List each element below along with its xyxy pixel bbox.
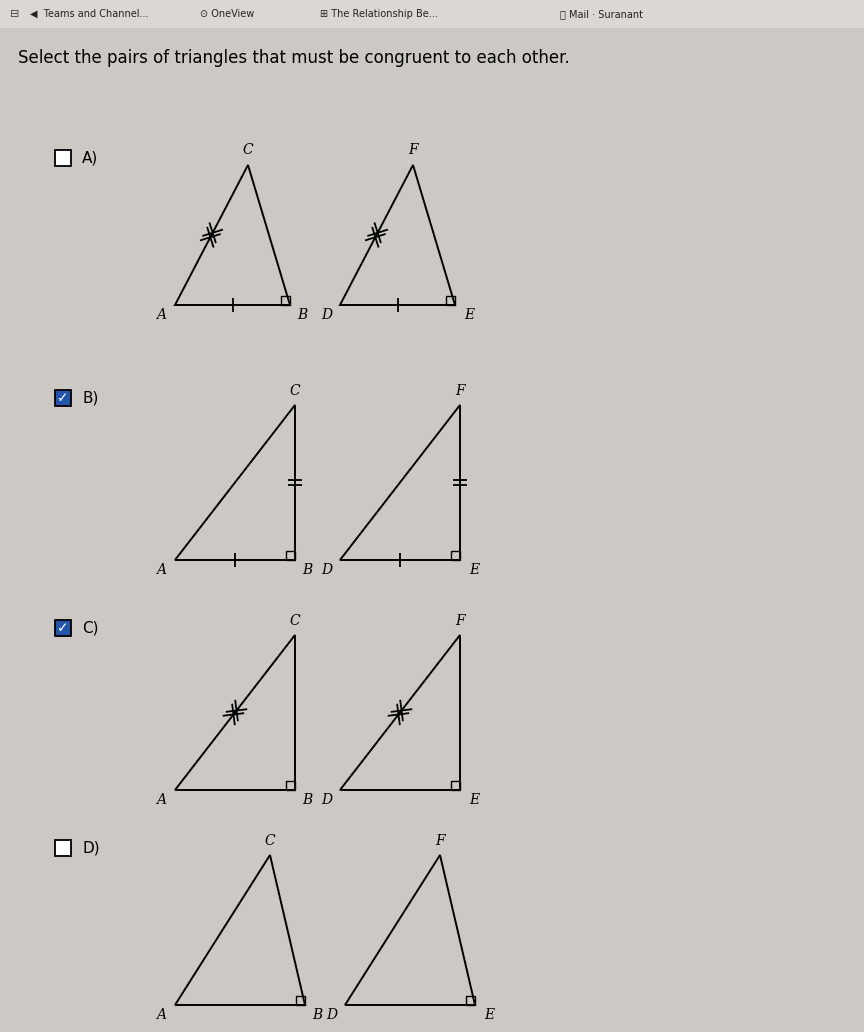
Text: F: F xyxy=(435,834,445,848)
Text: ✓: ✓ xyxy=(57,391,69,405)
Text: A: A xyxy=(156,793,166,807)
Text: ⊞ The Relationship Be...: ⊞ The Relationship Be... xyxy=(320,9,438,19)
Text: ◀  Teams and Channel...: ◀ Teams and Channel... xyxy=(30,9,149,19)
Text: 🔍 Mail · Suranant: 🔍 Mail · Suranant xyxy=(560,9,643,19)
Text: D: D xyxy=(321,308,333,322)
Text: B: B xyxy=(302,793,312,807)
Text: F: F xyxy=(408,143,418,157)
Text: Select the pairs of triangles that must be congruent to each other.: Select the pairs of triangles that must … xyxy=(18,49,569,67)
Text: F: F xyxy=(455,614,465,628)
Text: ✓: ✓ xyxy=(57,621,69,635)
Bar xyxy=(55,840,71,856)
Text: B): B) xyxy=(82,390,98,406)
Text: B: B xyxy=(302,563,312,577)
Text: B: B xyxy=(297,308,307,322)
Text: D: D xyxy=(321,793,333,807)
Bar xyxy=(0,0,864,28)
Text: D: D xyxy=(321,563,333,577)
Bar xyxy=(55,150,71,166)
Text: E: E xyxy=(469,793,479,807)
Text: A: A xyxy=(156,563,166,577)
Text: A: A xyxy=(156,1008,166,1022)
Text: ⊙ OneView: ⊙ OneView xyxy=(200,9,254,19)
Text: C: C xyxy=(243,143,253,157)
Text: A: A xyxy=(156,308,166,322)
Text: B: B xyxy=(312,1008,322,1022)
Text: E: E xyxy=(464,308,474,322)
Text: E: E xyxy=(469,563,479,577)
Text: D: D xyxy=(327,1008,338,1022)
Text: C): C) xyxy=(82,620,98,636)
Text: ⊟: ⊟ xyxy=(10,9,19,19)
Text: A): A) xyxy=(82,151,98,165)
Text: D): D) xyxy=(82,840,99,856)
Text: E: E xyxy=(484,1008,494,1022)
Text: F: F xyxy=(455,384,465,398)
Text: C: C xyxy=(289,614,301,628)
Text: C: C xyxy=(264,834,276,848)
Text: C: C xyxy=(289,384,301,398)
Bar xyxy=(55,620,71,636)
Bar xyxy=(55,390,71,406)
